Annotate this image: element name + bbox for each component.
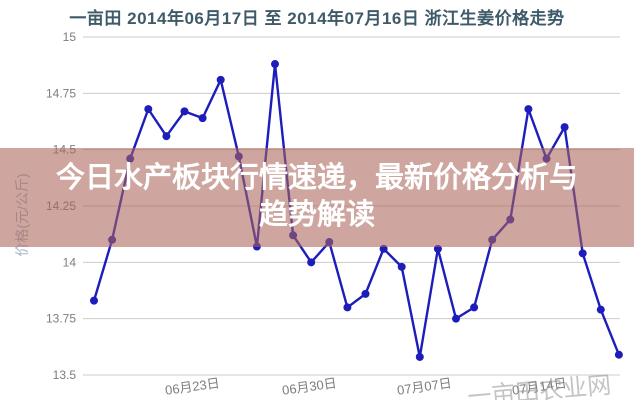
x-tick-label: 06月30日 <box>281 375 337 397</box>
data-point[interactable] <box>578 249 587 258</box>
data-point[interactable] <box>144 105 153 114</box>
y-tick-label: 14 <box>63 255 77 269</box>
data-point[interactable] <box>90 296 98 305</box>
data-point[interactable] <box>216 75 225 84</box>
banner-text-line1: 今日水产板块行情速递，最新价格分析与 <box>55 162 578 195</box>
data-point[interactable] <box>180 107 189 116</box>
data-point[interactable] <box>397 262 406 271</box>
data-point[interactable] <box>470 303 479 312</box>
y-tick-label: 15 <box>63 30 77 44</box>
y-tick-label: 14.75 <box>46 86 76 100</box>
chart-title: 一亩田 2014年06月17日 至 2014年07月16日 浙江生姜价格走势 <box>69 9 565 28</box>
data-point[interactable] <box>343 303 352 312</box>
data-point[interactable] <box>596 305 605 314</box>
banner-text-line2: 趋势解读 <box>258 199 375 231</box>
data-point[interactable] <box>452 314 460 323</box>
data-point[interactable] <box>415 352 424 361</box>
x-tick-label: 06月23日 <box>164 375 220 397</box>
data-point[interactable] <box>198 114 207 123</box>
x-tick-label: 07月07日 <box>396 375 452 397</box>
data-point[interactable] <box>271 60 279 69</box>
y-tick-label: 13.75 <box>46 312 76 326</box>
data-point[interactable] <box>361 289 370 298</box>
y-tick-label: 13.5 <box>53 368 77 382</box>
data-point[interactable] <box>307 258 316 267</box>
watermark-text: 一亩田农业网 <box>466 372 612 400</box>
data-point[interactable] <box>614 350 623 359</box>
data-point[interactable] <box>560 123 569 132</box>
data-point[interactable] <box>162 132 171 141</box>
data-point[interactable] <box>524 105 533 114</box>
promo-banner: 今日水产板块行情速递，最新价格分析与 趋势解读 <box>0 148 634 247</box>
price-line <box>92 62 621 359</box>
